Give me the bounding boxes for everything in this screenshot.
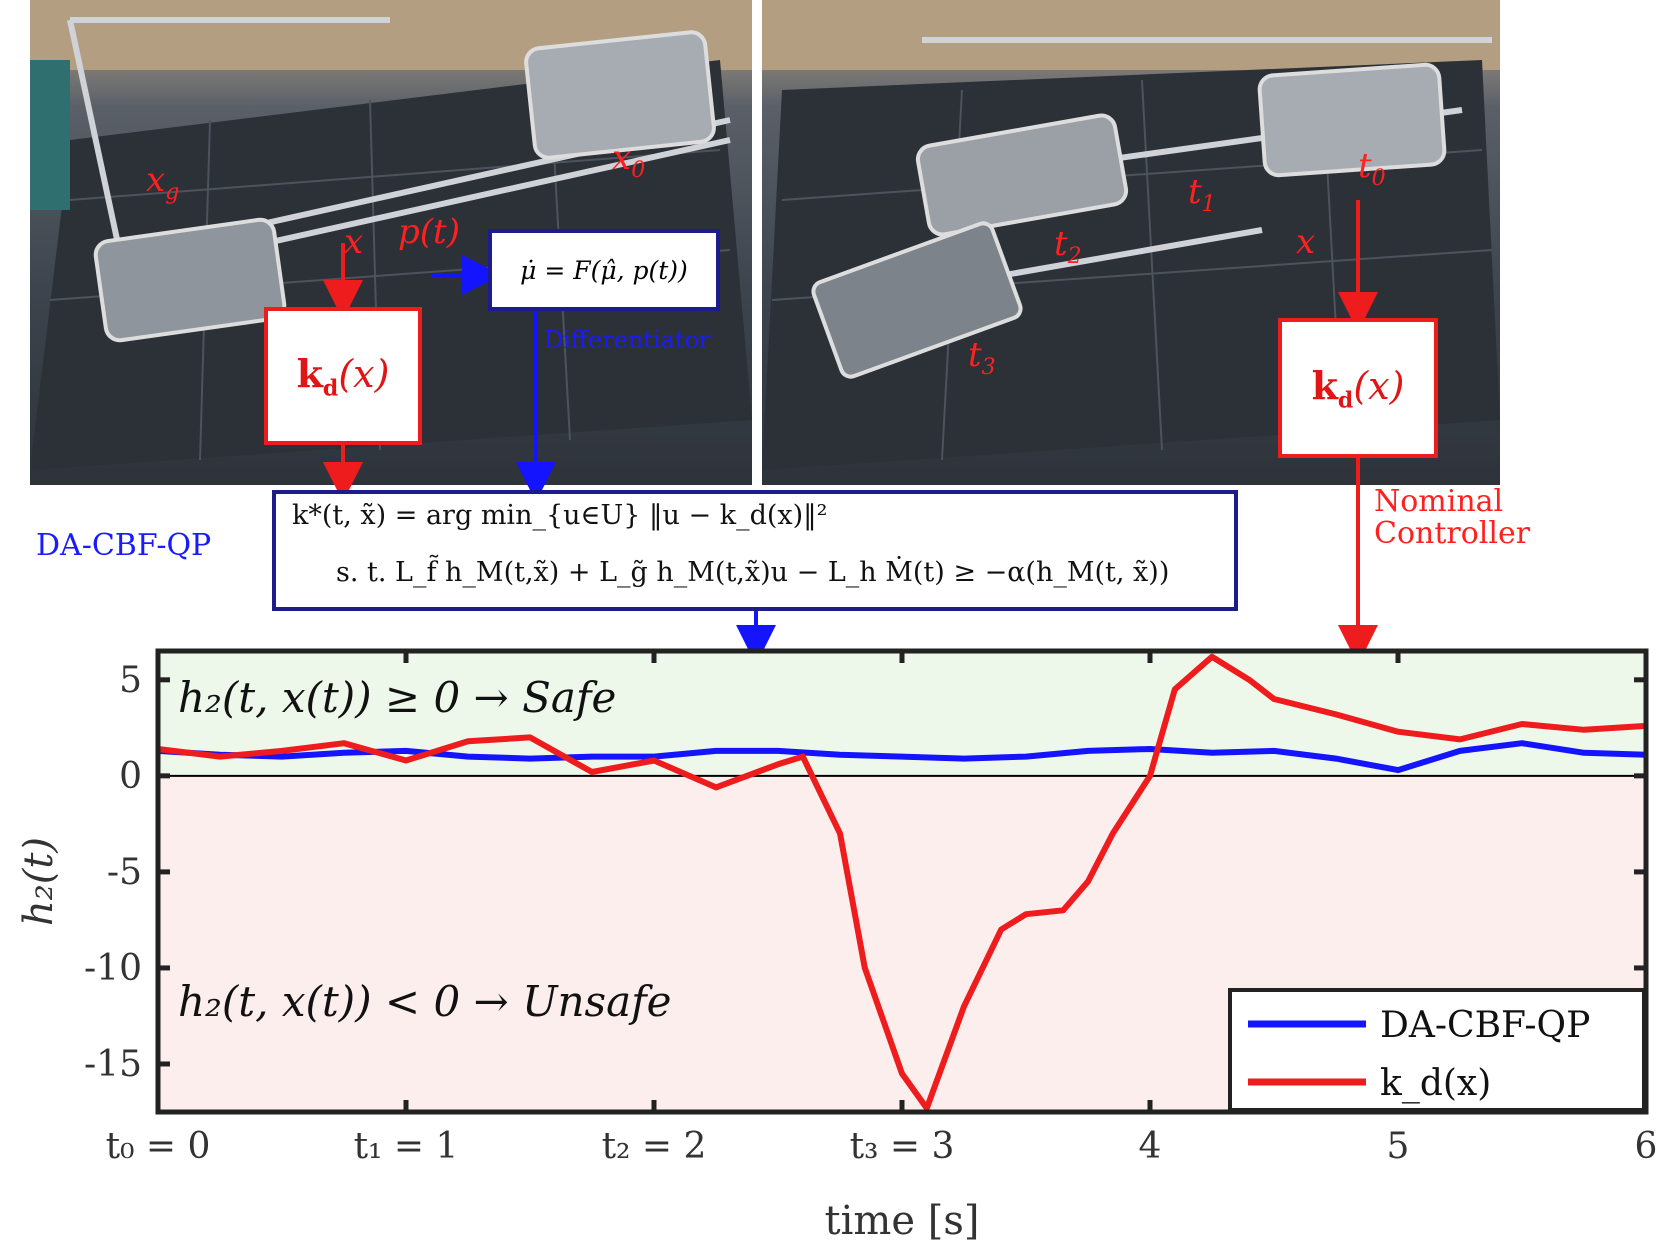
label-x-g: xg [146, 160, 180, 205]
label-t-1: t1 [1188, 172, 1216, 217]
label-t-0: t0 [1358, 146, 1386, 191]
y-axis-label: h₂(t) [16, 837, 62, 926]
label-x-0: x0 [612, 138, 646, 183]
x-tick-label-5: 5 [1387, 1126, 1410, 1167]
differentiator-label: Differentiator [544, 326, 711, 354]
series-line-0 [157, 740, 1647, 774]
right-robot-photo [762, 0, 1500, 485]
kd-box-right: kd(x) [1278, 318, 1438, 458]
y-tick-label-4: -15 [84, 1044, 142, 1085]
y-tick-label-2: -5 [107, 852, 142, 893]
unsafe-annotation: h₂(t, x(t)) < 0 → Unsafe [178, 977, 672, 1026]
legend-box [1228, 988, 1646, 1112]
label-x-right: x [1296, 222, 1316, 262]
da-cbf-qp-label: DA-CBF-QP [36, 528, 212, 563]
differentiator-box: μ̇ = F(μ̂, p(t)) [488, 229, 720, 311]
x-tick-label-2: t₂ = 2 [602, 1126, 707, 1167]
label-x-left: x [344, 222, 364, 262]
y-tick-label-0: 5 [119, 660, 142, 701]
legend-label-1: k_d(x) [1380, 1063, 1491, 1104]
nominal-controller-label: Nominal Controller [1374, 484, 1531, 551]
qp-objective: k*(t, x̃) = arg min_{u∈U} ‖u − k_d(x)‖² [292, 500, 828, 531]
plot-frame [155, 648, 1649, 1115]
qp-constraint: s. t. L_f̃ h_M(t,x̃) + L_g̃ h_M(t,x̃)u −… [336, 557, 1170, 588]
y-tick-label-3: -10 [84, 948, 142, 989]
x-tick-label-4: 4 [1139, 1126, 1162, 1167]
kd-box-left: kd(x) [264, 307, 422, 445]
series-line-1 [157, 653, 1647, 1112]
label-t-3: t3 [968, 335, 996, 380]
label-t-2: t2 [1054, 224, 1082, 269]
legend-label-0: DA-CBF-QP [1380, 1005, 1590, 1046]
label-p-t: p(t) [398, 212, 460, 252]
safe-annotation: h₂(t, x(t)) ≥ 0 → Safe [178, 673, 616, 722]
left-photo-drawing [30, 0, 752, 470]
x-tick-label-1: t₁ = 1 [354, 1126, 459, 1167]
x-tick-label-0: t₀ = 0 [106, 1126, 211, 1167]
connector-arrows [323, 200, 1378, 660]
y-tick-label-1: 0 [119, 756, 142, 797]
x-axis-label: time [s] [825, 1198, 980, 1244]
x-tick-label-3: t₃ = 3 [850, 1126, 955, 1167]
x-tick-label-6: 6 [1635, 1126, 1656, 1167]
qp-box [272, 490, 1238, 611]
